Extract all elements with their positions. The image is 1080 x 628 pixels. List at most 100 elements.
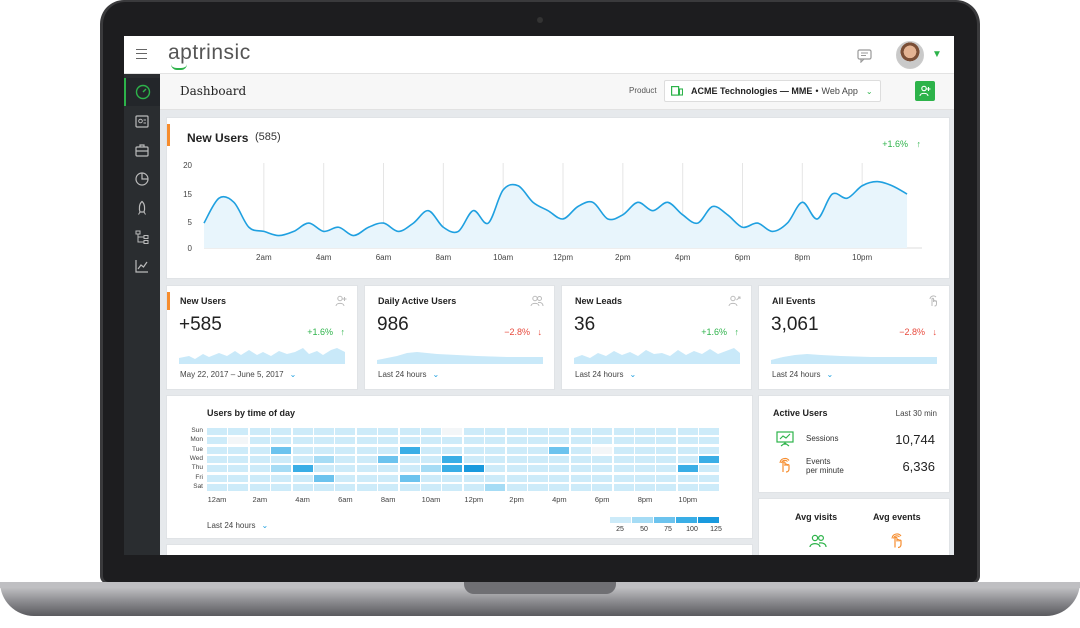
sidebar-item-engagements[interactable]	[124, 194, 160, 222]
sidebar-item-journeys[interactable]	[124, 223, 160, 251]
heatmap-cell[interactable]	[442, 474, 463, 482]
heatmap-cell[interactable]	[378, 474, 399, 482]
heatmap-cell[interactable]	[656, 455, 677, 463]
heatmap-cell[interactable]	[506, 483, 527, 491]
heatmap-cell[interactable]	[314, 474, 334, 482]
heatmap-cell[interactable]	[635, 465, 655, 473]
sidebar-item-accounts[interactable]	[124, 136, 160, 164]
heatmap-cell[interactable]	[506, 474, 527, 482]
heatmap-cell[interactable]	[314, 446, 334, 454]
heatmap-cell[interactable]	[699, 474, 720, 482]
heatmap-cell[interactable]	[314, 428, 334, 435]
heatmap-cell[interactable]	[314, 437, 334, 445]
menu-icon[interactable]	[136, 49, 147, 59]
heatmap-cell[interactable]	[399, 428, 420, 435]
heatmap-cell[interactable]	[249, 465, 270, 473]
sidebar-item-dashboard[interactable]	[124, 78, 160, 106]
heatmap-cell[interactable]	[485, 483, 506, 491]
heatmap-cell[interactable]	[378, 483, 399, 491]
heatmap-cell[interactable]	[635, 483, 655, 491]
heatmap-cell[interactable]	[463, 428, 484, 435]
heatmap-cell[interactable]	[485, 455, 506, 463]
heatmap-cell[interactable]	[207, 455, 227, 463]
heatmap-cell[interactable]	[485, 474, 506, 482]
heatmap-cell[interactable]	[635, 446, 655, 454]
heatmap-cell[interactable]	[592, 465, 613, 473]
heatmap-cell[interactable]	[249, 474, 270, 482]
heatmap-cell[interactable]	[570, 428, 591, 435]
heatmap-cell[interactable]	[292, 446, 313, 454]
heatmap-cell[interactable]	[292, 483, 313, 491]
heatmap-cell[interactable]	[677, 483, 698, 491]
heatmap-cell[interactable]	[613, 428, 634, 435]
heatmap-cell[interactable]	[356, 428, 377, 435]
heatmap-cell[interactable]	[635, 455, 655, 463]
heatmap-cell[interactable]	[421, 446, 441, 454]
heatmap-cell[interactable]	[271, 428, 292, 435]
heatmap-cell[interactable]	[228, 465, 249, 473]
heatmap-cell[interactable]	[570, 455, 591, 463]
heatmap-cell[interactable]	[528, 428, 548, 435]
heatmap-cell[interactable]	[699, 446, 720, 454]
date-range-select[interactable]: Last 24 hours ⌄	[207, 521, 268, 530]
heatmap-cell[interactable]	[528, 437, 548, 445]
heatmap-cell[interactable]	[656, 428, 677, 435]
heatmap-cell[interactable]	[549, 437, 570, 445]
heatmap-cell[interactable]	[635, 474, 655, 482]
heatmap-cell[interactable]	[592, 428, 613, 435]
heatmap-cell[interactable]	[463, 455, 484, 463]
heatmap-cell[interactable]	[506, 465, 527, 473]
heatmap-cell[interactable]	[228, 437, 249, 445]
heatmap-cell[interactable]	[549, 465, 570, 473]
heatmap-cell[interactable]	[356, 474, 377, 482]
heatmap-cell[interactable]	[335, 465, 356, 473]
heatmap-cell[interactable]	[271, 474, 292, 482]
heatmap-cell[interactable]	[378, 428, 399, 435]
heatmap-cell[interactable]	[549, 455, 570, 463]
heatmap-cell[interactable]	[677, 474, 698, 482]
heatmap-cell[interactable]	[656, 446, 677, 454]
heatmap-cell[interactable]	[335, 483, 356, 491]
heatmap-cell[interactable]	[485, 465, 506, 473]
heatmap-cell[interactable]	[292, 474, 313, 482]
heatmap-cell[interactable]	[677, 465, 698, 473]
heatmap-cell[interactable]	[677, 428, 698, 435]
heatmap-cell[interactable]	[528, 455, 548, 463]
heatmap-cell[interactable]	[249, 483, 270, 491]
heatmap-cell[interactable]	[570, 465, 591, 473]
heatmap-cell[interactable]	[506, 455, 527, 463]
heatmap-cell[interactable]	[421, 455, 441, 463]
heatmap-cell[interactable]	[271, 437, 292, 445]
chevron-down-icon[interactable]: ▼	[932, 49, 942, 60]
heatmap-cell[interactable]	[356, 446, 377, 454]
heatmap-cell[interactable]	[570, 474, 591, 482]
heatmap-cell[interactable]	[528, 474, 548, 482]
date-range-select[interactable]: May 22, 2017 – June 5, 2017 ⌄	[180, 370, 296, 379]
sidebar-item-analytics[interactable]	[124, 165, 160, 193]
heatmap-cell[interactable]	[528, 483, 548, 491]
heatmap-cell[interactable]	[677, 437, 698, 445]
heatmap-cell[interactable]	[635, 428, 655, 435]
heatmap-cell[interactable]	[592, 455, 613, 463]
heatmap-cell[interactable]	[570, 437, 591, 445]
heatmap-cell[interactable]	[570, 446, 591, 454]
heatmap-cell[interactable]	[506, 428, 527, 435]
heatmap-cell[interactable]	[378, 446, 399, 454]
heatmap-cell[interactable]	[421, 474, 441, 482]
heatmap-cell[interactable]	[399, 474, 420, 482]
heatmap-cell[interactable]	[699, 437, 720, 445]
heatmap-cell[interactable]	[442, 437, 463, 445]
heatmap-cell[interactable]	[335, 428, 356, 435]
heatmap-cell[interactable]	[249, 437, 270, 445]
heatmap-cell[interactable]	[421, 465, 441, 473]
heatmap-cell[interactable]	[592, 474, 613, 482]
heatmap-cell[interactable]	[356, 455, 377, 463]
heatmap-cell[interactable]	[613, 483, 634, 491]
heatmap-cell[interactable]	[506, 446, 527, 454]
heatmap-cell[interactable]	[699, 428, 720, 435]
heatmap-cell[interactable]	[314, 483, 334, 491]
heatmap-cell[interactable]	[613, 455, 634, 463]
heatmap-cell[interactable]	[677, 446, 698, 454]
heatmap-cell[interactable]	[699, 455, 720, 463]
heatmap-cell[interactable]	[249, 455, 270, 463]
